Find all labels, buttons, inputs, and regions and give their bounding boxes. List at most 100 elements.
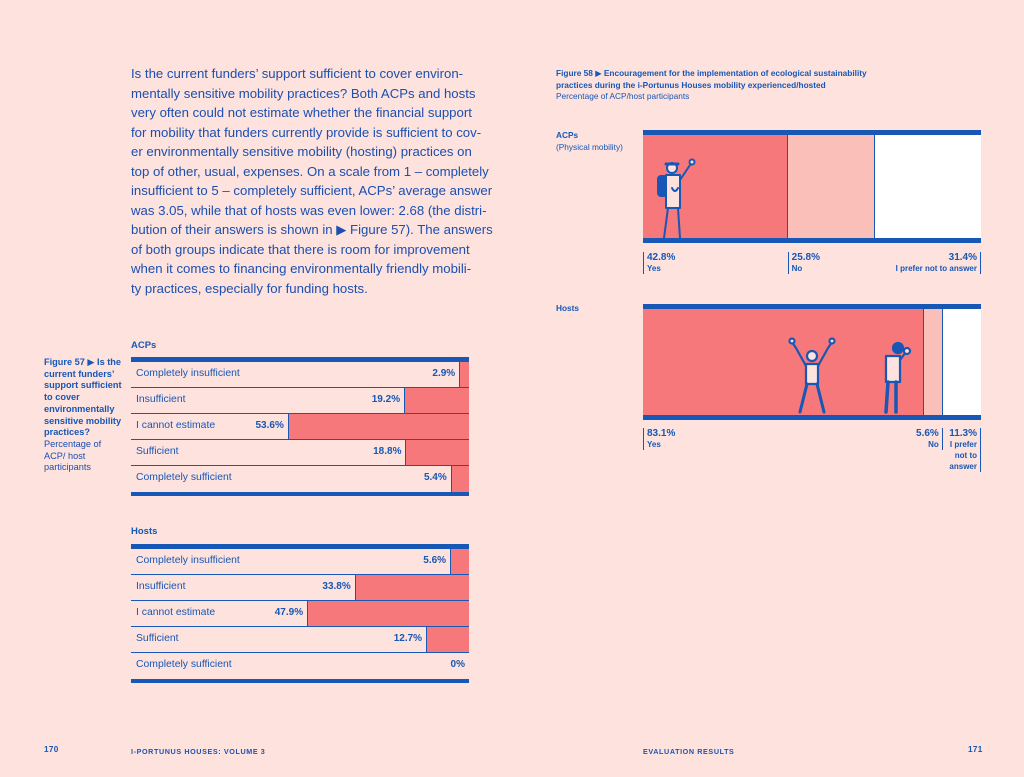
acps-encouragement-percent: 31.4% (948, 252, 977, 263)
paragraph-line: was 3.05, while that of hosts was even l… (131, 202, 487, 218)
acps-encouragement-segment-i-prefer-not-to-answer (874, 135, 981, 238)
hosts-encouragement-category: No (928, 440, 939, 449)
acps-encouragement-labels: 42.8% Yes 25.8% No 31.4% I prefer not to answ… (643, 252, 981, 282)
paragraph-line: mentally sensitive mobility practices? B… (131, 85, 476, 101)
hosts-encouragement-value-label: 83.1% Yes (643, 428, 675, 450)
hosts-funding-value-label: 47.9% (274, 607, 304, 618)
paragraph-line: Is the current funders’ support sufficie… (131, 66, 464, 81)
hosts-encouragement-value-label: 5.6% No (916, 428, 943, 450)
acps-funding-value-label: 53.6% (255, 420, 284, 431)
acps-funding-category-label: Completely insufficient (136, 368, 240, 379)
figure-58-caption: Figure 58 ▶ Encouragement for the implem… (556, 68, 876, 103)
book-title: i-Portunus Houses: Volume 3 (131, 747, 266, 756)
figure-57-caption: Figure 57 ▶ Is the current funders’ supp… (44, 357, 124, 474)
hosts-funding-bar (426, 627, 469, 652)
hosts-funding-row: Sufficient 12.7% (131, 627, 469, 653)
acps-funding-bar (459, 362, 469, 387)
paragraph-line: of both groups indicate that there is ro… (131, 241, 470, 257)
hosts-funding-value-label: 12.7% (393, 633, 423, 644)
acps-encouragement-category: No (791, 264, 803, 273)
hosts-encouragement-category: Yes (647, 440, 661, 449)
acps-funding-category-label: I cannot estimate (136, 420, 216, 431)
paragraph-line: when it comes to financing environmental… (131, 261, 472, 276)
host-cheering-figure (788, 337, 836, 414)
fig58-hosts-label: Hosts (556, 303, 580, 313)
hosts-funding-row: Insufficient 33.8% (131, 575, 469, 601)
hosts-funding-chart: Completely insufficient 5.6% Insufficient 3… (131, 544, 469, 683)
acps-funding-bar (405, 440, 469, 465)
page-number-right: 171 (968, 745, 983, 754)
acps-funding-value-label: 18.8% (373, 446, 402, 457)
acps-funding-row: Completely sufficient 5.4% (131, 466, 469, 492)
hosts-funding-category-label: Completely insufficient (136, 555, 240, 566)
figure-58-subtitle: Percentage of ACP/host participants (556, 91, 690, 101)
hosts-funding-row: Completely insufficient 5.6% (131, 549, 469, 575)
paragraph-line: top of other, usual, expenses. On a scal… (131, 163, 489, 179)
hosts-encouragement-bar (643, 304, 981, 420)
acps-funding-value-label: 2.9% (432, 368, 456, 379)
hosts-encouragement-value-label: 11.3% I prefer not to answer (949, 428, 981, 472)
acps-funding-row: Completely insufficient 2.9% (131, 362, 469, 388)
hosts-encouragement-percent: 5.6% (916, 428, 939, 439)
acps-funding-bar (404, 388, 469, 413)
hosts-funding-value-label: 33.8% (322, 581, 351, 592)
acps-encouragement-category: I prefer not to answer (895, 264, 977, 273)
acps-funding-value-label: 5.4% (423, 472, 447, 483)
hosts-funding-category-label: Completely sufficient (136, 659, 232, 670)
hosts-funding-row: Completely sufficient 0% (131, 653, 469, 679)
acps-funding-category-label: Completely sufficient (136, 472, 232, 483)
acps-encouragement-value-label: 31.4% I prefer not to answer (896, 252, 981, 274)
acps-funding-category-label: Sufficient (136, 446, 179, 457)
hosts-funding-bar (450, 549, 469, 574)
acps-funding-bar (287, 414, 469, 439)
hosts-chart-label: Hosts (131, 526, 158, 537)
paragraph-line: bution of their answers is shown in ▶ Fi… (131, 222, 493, 237)
paragraph-line: insufficient to 5 – completely sufficien… (131, 183, 493, 198)
acps-funding-row: Insufficient 19.2% (131, 388, 469, 414)
figure-57-title: Figure 57 ▶ Is the current funders’ supp… (44, 357, 122, 438)
section-title: Evaluation results (643, 747, 735, 756)
hosts-funding-category-label: I cannot estimate (136, 607, 216, 618)
paragraph-line: very often could not estimate whether th… (131, 105, 472, 120)
body-paragraph: Is the current funders’ support sufficie… (131, 64, 493, 298)
fig58-acps-sublabel: (Physical mobility) (556, 141, 623, 152)
hosts-encouragement-segment-i-prefer-not-to-answer (942, 309, 981, 415)
acps-funding-bar (450, 466, 469, 492)
hosts-funding-row: I cannot estimate 47.9% (131, 601, 469, 627)
acps-encouragement-value-label: 42.8% Yes (643, 252, 675, 274)
acps-funding-row: I cannot estimate 53.6% (131, 414, 469, 440)
hosts-funding-bar (307, 601, 469, 626)
acps-funding-value-label: 19.2% (371, 394, 401, 405)
acps-funding-chart: Completely insufficient 2.9% Insufficient 1… (131, 357, 469, 496)
page-number-left: 170 (44, 745, 59, 754)
hosts-funding-bar (354, 575, 469, 600)
hosts-encouragement-percent: 11.3% (949, 428, 977, 439)
acps-encouragement-segment-no (787, 135, 875, 238)
paragraph-line: er environmentally sensitive mobility (h… (131, 144, 472, 159)
hosts-encouragement-percent: 83.1% (647, 428, 676, 439)
fig58-acps-label-group: ACPs (Physical mobility) (556, 130, 623, 153)
acps-encouragement-percent: 42.8% (647, 252, 676, 263)
acps-encouragement-percent: 25.8% (791, 252, 821, 263)
figure-58-title-line2: practices during the i-Portunus Houses m… (556, 79, 826, 90)
acps-encouragement-value-label: 25.8% No (787, 252, 821, 274)
fig58-acps-label: ACPs (556, 130, 579, 140)
hosts-funding-value-label: 5.6% (423, 555, 447, 566)
hosts-funding-value-label: 0% (450, 659, 465, 670)
acps-encouragement-category: Yes (647, 264, 661, 273)
acp-hiker-figure (657, 158, 696, 239)
paragraph-line: for mobility that funders currently prov… (131, 124, 482, 140)
paragraph-line: ty practices, especially for funding hos… (131, 280, 368, 296)
hosts-encouragement-category: I prefer not to answer (949, 440, 977, 471)
acps-funding-category-label: Insufficient (136, 394, 186, 405)
hosts-encouragement-segment-yes (643, 309, 924, 415)
hosts-encouragement-labels: 83.1% Yes 5.6% No 11.3% I prefer not to answe… (643, 428, 981, 478)
figure-58-title-line1: Figure 58 ▶ Encouragement for the implem… (556, 68, 867, 78)
acps-chart-label: ACPs (131, 340, 157, 351)
host-standing-figure (884, 341, 912, 414)
figure-57-subtitle: Percentage of ACP/ host participants (44, 438, 102, 473)
acps-funding-row: Sufficient 18.8% (131, 440, 469, 466)
hosts-funding-category-label: Sufficient (136, 633, 179, 644)
hosts-funding-category-label: Insufficient (136, 581, 186, 592)
hosts-encouragement-segment-no (923, 309, 943, 415)
